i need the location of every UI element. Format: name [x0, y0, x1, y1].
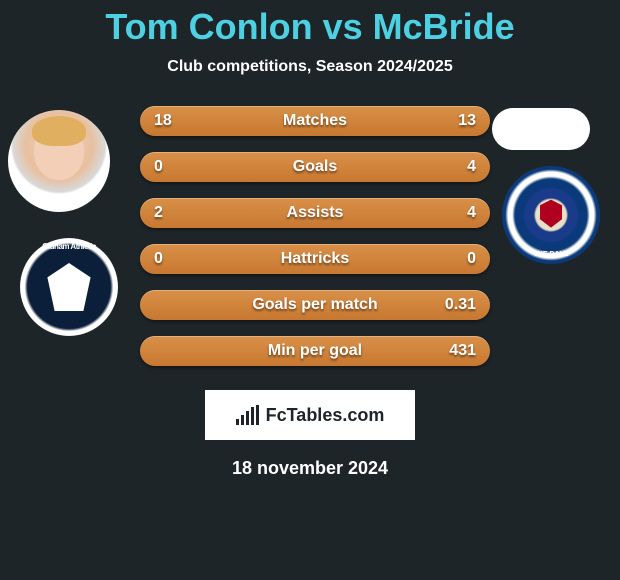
player-left-club-badge: Oldham Athletic — [20, 238, 118, 336]
stat-right-value: 13 — [442, 112, 476, 130]
main-area: Oldham Athletic THE DALE 18 Matches 13 0… — [0, 106, 620, 366]
stat-row-assists: 2 Assists 4 — [140, 198, 490, 228]
stat-label: Min per goal — [140, 342, 490, 360]
stat-label: Assists — [140, 204, 490, 222]
shield-icon — [524, 188, 578, 242]
stat-row-matches: 18 Matches 13 — [140, 106, 490, 136]
club-left-label: Oldham Athletic — [42, 242, 96, 251]
stat-label: Goals per match — [140, 296, 490, 314]
stat-row-hattricks: 0 Hattricks 0 — [140, 244, 490, 274]
footer-logo-text: FcTables.com — [266, 405, 385, 426]
player-left-avatar — [8, 110, 110, 212]
player-right-club-badge: THE DALE — [502, 166, 600, 264]
footer-logo[interactable]: FcTables.com — [205, 390, 415, 440]
stats-list: 18 Matches 13 0 Goals 4 2 Assists 4 0 Ha… — [140, 106, 490, 382]
stat-row-min-per-goal: Min per goal 431 — [140, 336, 490, 366]
comparison-widget: Tom Conlon vs McBride Club competitions,… — [0, 0, 620, 580]
stat-label: Matches — [140, 112, 490, 130]
page-title: Tom Conlon vs McBride — [0, 6, 620, 48]
stat-label: Hattricks — [140, 250, 490, 268]
stat-row-goals-per-match: Goals per match 0.31 — [140, 290, 490, 320]
stat-right-value: 4 — [442, 204, 476, 222]
player-right-avatar — [492, 108, 590, 150]
stat-right-value: 4 — [442, 158, 476, 176]
stat-right-value: 0.31 — [442, 296, 476, 314]
club-right-label: THE DALE — [534, 251, 569, 258]
stat-label: Goals — [140, 158, 490, 176]
bar-chart-icon — [236, 405, 260, 425]
footer-date: 18 november 2024 — [0, 458, 620, 479]
subtitle: Club competitions, Season 2024/2025 — [0, 58, 620, 76]
owl-icon — [45, 263, 93, 311]
stat-right-value: 0 — [442, 250, 476, 268]
stat-right-value: 431 — [442, 342, 476, 360]
stat-row-goals: 0 Goals 4 — [140, 152, 490, 182]
